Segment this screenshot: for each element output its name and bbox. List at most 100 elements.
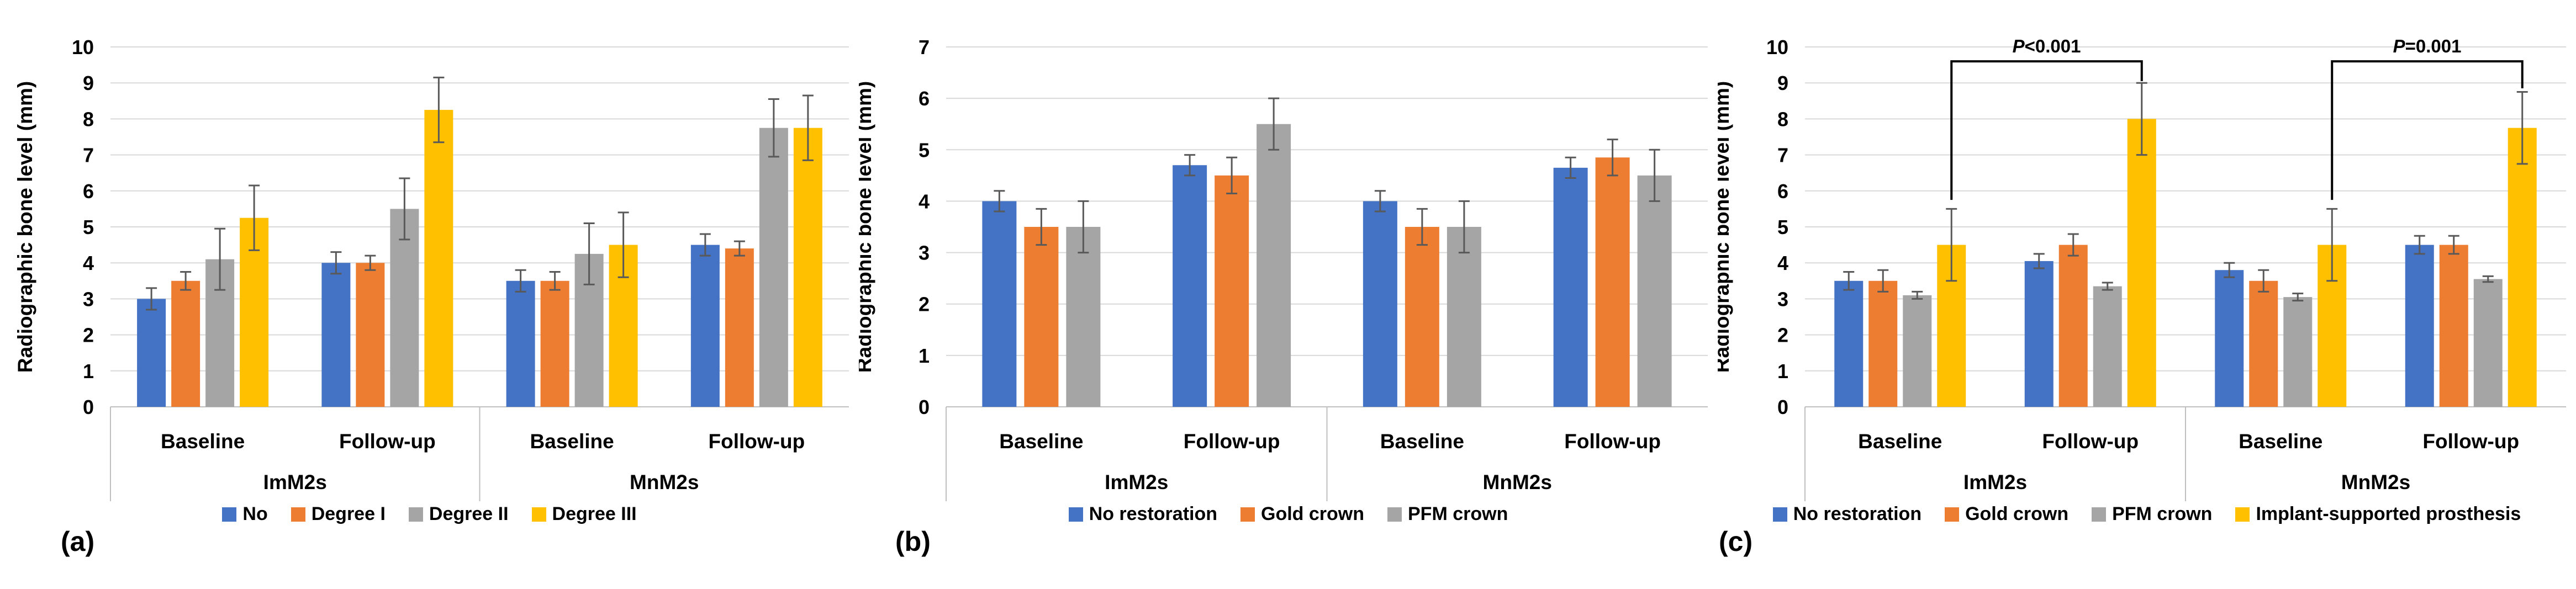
y-tick-label: 7	[83, 144, 94, 167]
y-tick-label: 2	[83, 324, 94, 347]
significance-bracket	[1950, 60, 2143, 200]
legend-swatch-icon	[1387, 507, 1402, 522]
panel-b: 0 1 2 3 4 5 6 7 Radiographic bone level (mm) Base…	[859, 0, 1718, 589]
category-label: Baseline	[161, 430, 245, 453]
bar	[321, 263, 351, 407]
y-tick-label: 10	[1766, 36, 1788, 59]
y-tick-label: 9	[1777, 72, 1788, 94]
legend-swatch-icon	[1068, 507, 1083, 522]
legend-swatch-icon	[222, 507, 237, 522]
bar	[506, 280, 535, 407]
bar	[1257, 124, 1291, 407]
bar-chart-b: 0 1 2 3 4 5 6 7 Radiographic bone level (mm) Base…	[859, 36, 1708, 501]
category-label: Baseline	[530, 430, 614, 453]
significance-label: P<0.001	[2013, 36, 2081, 56]
category-label: Follow-up	[1564, 430, 1661, 453]
legend-swatch-icon	[531, 507, 546, 522]
bar	[2283, 297, 2313, 407]
bar-chart-a: 0 1 2 3 4 5 6 7 8 9 10 Radiographic bone level (mm)…	[14, 36, 849, 501]
bar	[1173, 165, 1207, 407]
bar-chart-c: 0 1 2 3 4 5 6 7 8 9 10 Radiographic bone level (mm)…	[1718, 36, 2566, 501]
legend-a: No Degree I Degree II Degree III	[0, 503, 859, 525]
legend-item: PFM crown	[2092, 503, 2212, 525]
category-label: Baseline	[1858, 430, 1942, 453]
bar	[2439, 245, 2468, 407]
category-label: Follow-up	[2422, 430, 2519, 453]
bar	[1553, 167, 1588, 407]
category-group-label: MnM2s	[630, 471, 699, 494]
legend-item: No restoration	[1068, 503, 1217, 525]
bar	[1215, 175, 1249, 407]
y-tick-label: 0	[1777, 396, 1788, 418]
bar	[2249, 280, 2278, 407]
legend-label: Degree II	[429, 503, 509, 524]
legend-label: Gold crown	[1965, 503, 2069, 524]
y-tick-label: 2	[1777, 324, 1788, 347]
bar	[2093, 286, 2122, 407]
y-tick-label: 5	[919, 139, 930, 161]
category-label: Follow-up	[2042, 430, 2139, 453]
legend-swatch-icon	[2092, 507, 2107, 522]
bar	[424, 110, 453, 407]
category-label: Baseline	[2239, 430, 2322, 453]
y-tick-label: 7	[1777, 144, 1788, 167]
y-tick-label: 6	[83, 180, 94, 203]
y-tick-label: 9	[83, 72, 94, 94]
legend-swatch-icon	[1945, 507, 1960, 522]
legend-swatch-icon	[1241, 507, 1255, 522]
legend-item: Degree I	[291, 503, 386, 525]
legend-label: Degree I	[311, 503, 386, 524]
y-tick-label: 1	[83, 360, 94, 383]
legend-item: No	[222, 503, 268, 525]
y-tick-label: 6	[919, 87, 930, 110]
y-tick-label: 10	[72, 36, 94, 59]
y-tick-label: 5	[83, 216, 94, 238]
y-tick-label: 6	[1777, 180, 1788, 203]
bar	[982, 201, 1017, 407]
legend-swatch-icon	[2235, 507, 2250, 522]
y-tick-label: 5	[1777, 216, 1788, 238]
legend-item: PFM crown	[1387, 503, 1508, 525]
y-axis-title: Radiographic bone level (mm)	[859, 81, 875, 373]
bar	[690, 245, 720, 407]
bar	[390, 209, 419, 407]
bar	[1903, 295, 1932, 407]
bar	[1637, 175, 1672, 407]
y-tick-label: 1	[919, 344, 930, 367]
category-group-label: MnM2s	[1483, 471, 1552, 494]
legend-label: Implant-supported prosthesis	[2256, 503, 2521, 524]
bar	[2405, 245, 2434, 407]
legend-b: No restoration Gold crown PFM crown	[859, 503, 1718, 525]
significance-bracket	[2331, 60, 2524, 200]
bar	[793, 128, 822, 407]
legend-swatch-icon	[408, 507, 423, 522]
bar	[2215, 270, 2244, 407]
legend-label: No	[242, 503, 268, 524]
y-tick-label: 4	[83, 252, 94, 274]
legend-item: No restoration	[1772, 503, 1922, 525]
bar	[540, 280, 569, 407]
category-label: Follow-up	[339, 430, 436, 453]
bar	[2058, 245, 2088, 407]
legend-label: Gold crown	[1261, 503, 1364, 524]
legend-swatch-icon	[1772, 507, 1787, 522]
bar	[1834, 280, 1864, 407]
bar	[725, 248, 754, 407]
category-label: Follow-up	[709, 430, 805, 453]
legend-c: No restoration Gold crown PFM crown Implant…	[1718, 503, 2576, 525]
panel-label-c: (c)	[1719, 526, 1753, 557]
bar	[1024, 227, 1059, 407]
bar	[1066, 227, 1101, 407]
y-tick-label: 2	[919, 293, 930, 316]
y-tick-label: 1	[1777, 360, 1788, 383]
legend-label: PFM crown	[2112, 503, 2213, 524]
panel-c: 0 1 2 3 4 5 6 7 8 9 10 Radiographic bone level (mm)…	[1718, 0, 2576, 589]
bar	[1363, 201, 1397, 407]
bar	[171, 280, 200, 407]
bar	[2473, 279, 2503, 407]
legend-item: Degree III	[531, 503, 637, 525]
category-group-label: MnM2s	[2341, 471, 2410, 494]
legend-item: Gold crown	[1241, 503, 1364, 525]
category-label: Baseline	[1380, 430, 1464, 453]
